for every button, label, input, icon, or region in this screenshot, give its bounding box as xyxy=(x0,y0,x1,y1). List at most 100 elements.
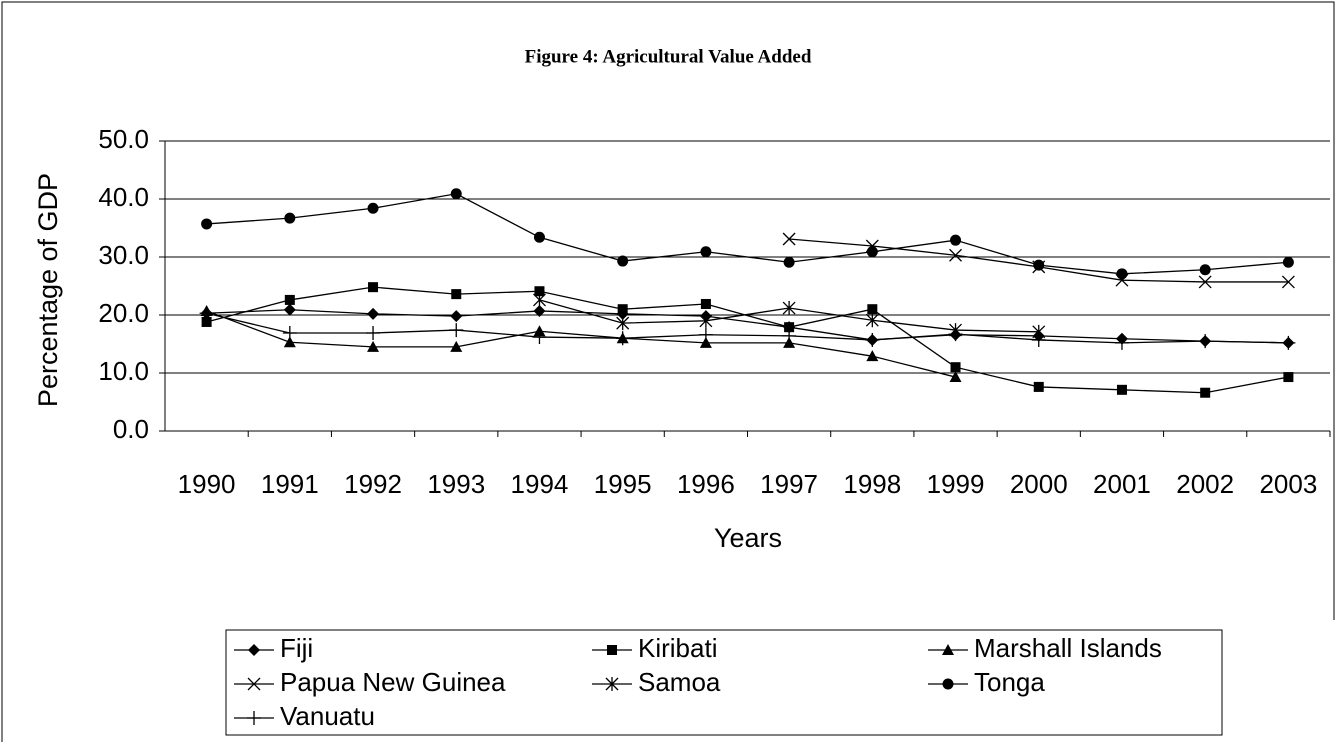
marker xyxy=(784,322,795,333)
chart-title: Figure 4: Agricultural Value Added xyxy=(525,46,812,67)
marker xyxy=(450,310,463,323)
marker xyxy=(533,292,546,307)
legend-label: Fiji xyxy=(280,633,313,663)
series-line xyxy=(206,193,1289,275)
series-line xyxy=(206,286,1289,394)
x-tick-label: 1992 xyxy=(344,469,402,499)
x-tick-label: 1995 xyxy=(594,469,652,499)
x-tick-label: 1998 xyxy=(843,469,901,499)
marker xyxy=(865,332,880,347)
marker xyxy=(1199,264,1211,276)
marker xyxy=(615,331,630,346)
marker xyxy=(950,362,961,373)
marker xyxy=(1281,275,1295,289)
marker xyxy=(782,232,796,246)
x-tick-label: 1993 xyxy=(427,469,485,499)
y-tick-label: 30.0 xyxy=(98,240,149,270)
marker xyxy=(699,313,713,328)
marker xyxy=(1200,387,1211,398)
x-tick-label: 2000 xyxy=(1010,469,1068,499)
marker xyxy=(607,645,617,655)
marker xyxy=(284,212,296,224)
marker xyxy=(617,304,628,315)
legend-label: Kiribati xyxy=(638,633,717,663)
legend xyxy=(225,629,1223,736)
marker xyxy=(199,306,214,321)
marker xyxy=(450,188,462,200)
marker xyxy=(617,255,629,267)
x-tick-label: 2001 xyxy=(1093,469,1151,499)
marker xyxy=(201,316,212,327)
y-tick-label: 10.0 xyxy=(98,356,149,386)
marker xyxy=(942,644,954,655)
marker xyxy=(783,256,795,268)
marker xyxy=(949,371,962,383)
y-tick-label: 20.0 xyxy=(98,298,149,328)
marker xyxy=(283,336,296,348)
marker xyxy=(605,677,619,691)
marker xyxy=(1282,256,1294,268)
marker xyxy=(1033,259,1045,271)
marker xyxy=(1283,372,1294,383)
x-axis-label: Years xyxy=(714,523,782,553)
marker xyxy=(1281,335,1296,350)
marker xyxy=(282,325,297,340)
x-tick-label: 1997 xyxy=(760,469,818,499)
legend-label: Samoa xyxy=(638,667,721,697)
x-tick-label: 2003 xyxy=(1259,469,1317,499)
marker xyxy=(699,336,712,348)
marker xyxy=(1031,332,1046,347)
series-line xyxy=(206,310,956,378)
marker xyxy=(284,294,295,305)
x-tick-label: 1994 xyxy=(511,469,569,499)
marker xyxy=(1033,381,1044,392)
legend-label: Papua New Guinea xyxy=(280,667,506,697)
marker xyxy=(700,246,712,258)
marker xyxy=(367,307,380,320)
marker xyxy=(866,350,879,362)
marker xyxy=(698,327,713,342)
marker xyxy=(367,202,379,214)
marker xyxy=(368,282,379,293)
x-tick-label: 1990 xyxy=(178,469,236,499)
marker xyxy=(449,323,464,338)
marker xyxy=(866,246,878,258)
marker xyxy=(1114,335,1129,350)
marker xyxy=(616,316,630,331)
marker xyxy=(247,677,261,691)
y-tick-label: 40.0 xyxy=(98,182,149,212)
marker xyxy=(532,330,547,345)
marker xyxy=(949,248,962,262)
y-axis-label: Percentage of GDP xyxy=(33,173,63,407)
y-tick-label: 0.0 xyxy=(113,414,149,444)
marker xyxy=(1198,334,1213,349)
marker xyxy=(1116,384,1127,395)
marker xyxy=(948,327,963,342)
marker xyxy=(1116,268,1128,280)
x-tick-label: 2002 xyxy=(1176,469,1234,499)
marker xyxy=(700,298,711,309)
marker xyxy=(201,218,213,230)
series-line xyxy=(206,312,1289,344)
marker xyxy=(247,711,261,725)
legend-label: Marshall Islands xyxy=(974,633,1162,663)
marker xyxy=(367,340,380,352)
marker xyxy=(366,325,381,340)
marker xyxy=(782,301,796,316)
marker xyxy=(942,678,954,690)
x-tick-label: 1991 xyxy=(261,469,319,499)
y-tick-label: 50.0 xyxy=(98,124,149,154)
marker xyxy=(1198,275,1212,289)
marker xyxy=(450,340,463,352)
marker xyxy=(283,303,296,316)
marker xyxy=(950,234,962,246)
marker xyxy=(451,289,462,300)
legend-label: Tonga xyxy=(974,667,1045,697)
marker xyxy=(867,304,878,315)
x-tick-label: 1996 xyxy=(677,469,735,499)
marker xyxy=(534,286,545,297)
marker xyxy=(533,231,545,243)
marker xyxy=(782,328,797,343)
